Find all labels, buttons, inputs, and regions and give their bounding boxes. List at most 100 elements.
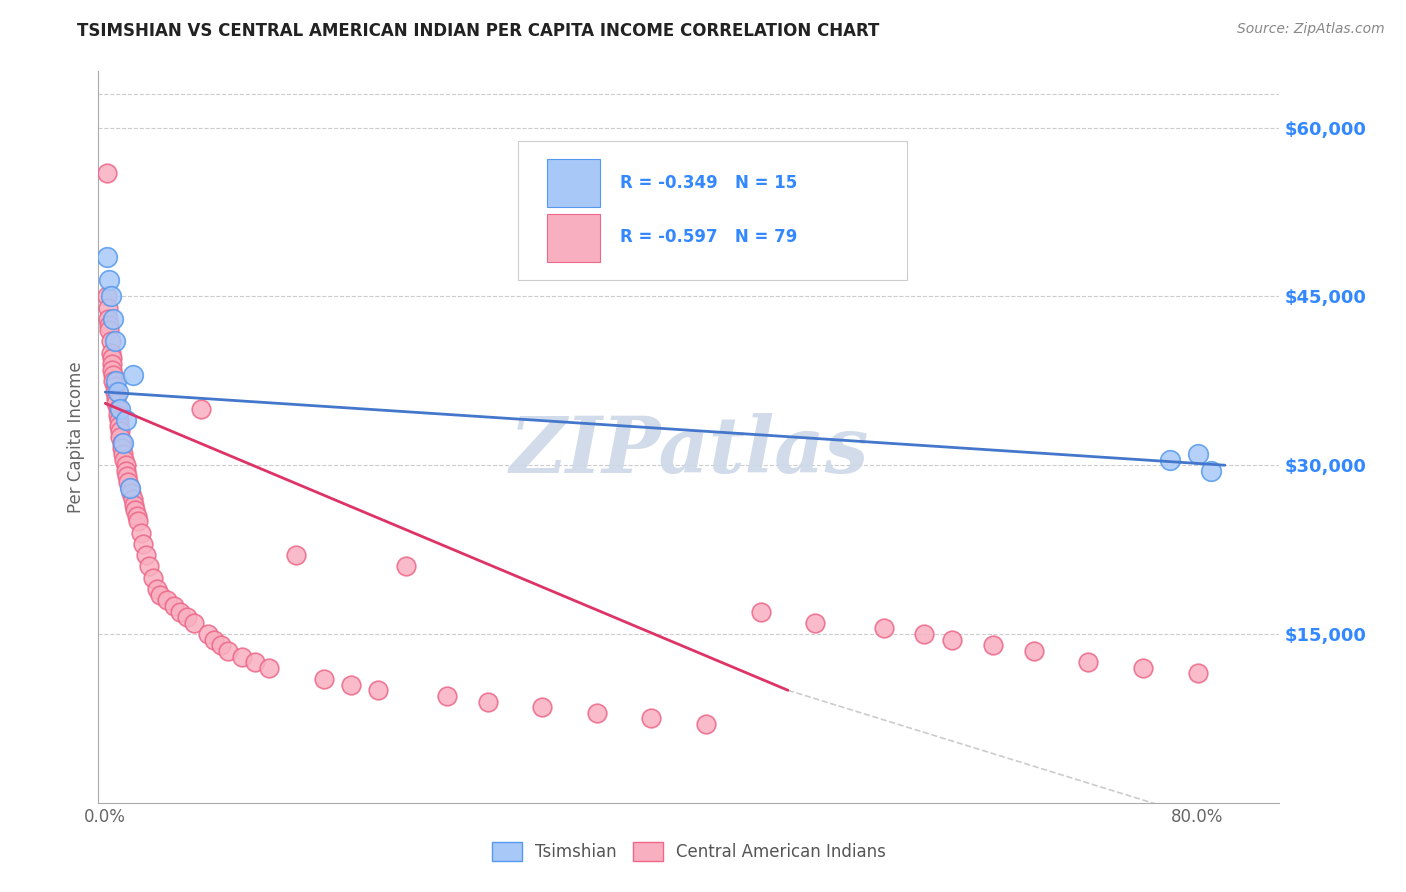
Point bbox=[105, 391, 128, 405]
Point bbox=[127, 515, 149, 529]
Point bbox=[190, 401, 212, 416]
Point bbox=[114, 464, 136, 478]
Point bbox=[129, 525, 152, 540]
Point bbox=[101, 351, 124, 366]
Point bbox=[111, 442, 134, 456]
Point bbox=[231, 649, 253, 664]
Point bbox=[104, 385, 127, 400]
Point bbox=[285, 548, 308, 562]
Point bbox=[245, 655, 267, 669]
Text: R = -0.349   N = 15: R = -0.349 N = 15 bbox=[620, 174, 797, 192]
Point bbox=[97, 301, 120, 315]
Point bbox=[110, 425, 132, 439]
Point bbox=[110, 430, 132, 444]
Point bbox=[112, 452, 135, 467]
Point bbox=[111, 435, 134, 450]
Text: Source: ZipAtlas.com: Source: ZipAtlas.com bbox=[1237, 22, 1385, 37]
Point bbox=[107, 385, 129, 400]
Point bbox=[104, 334, 127, 349]
FancyBboxPatch shape bbox=[547, 214, 600, 261]
Point bbox=[107, 408, 129, 422]
Point bbox=[142, 571, 165, 585]
Text: ZIPatlas: ZIPatlas bbox=[509, 414, 869, 490]
Point bbox=[105, 396, 128, 410]
Point bbox=[96, 250, 118, 264]
Point bbox=[96, 166, 118, 180]
Point bbox=[1132, 661, 1154, 675]
Point bbox=[111, 435, 134, 450]
Point bbox=[257, 661, 280, 675]
Point bbox=[120, 486, 142, 500]
Point bbox=[107, 401, 129, 416]
Point bbox=[98, 318, 121, 332]
Point bbox=[436, 689, 458, 703]
Point bbox=[100, 334, 122, 349]
Point bbox=[197, 627, 219, 641]
Point bbox=[149, 588, 172, 602]
Point bbox=[941, 632, 963, 647]
Point bbox=[640, 711, 662, 725]
Point bbox=[96, 289, 118, 303]
Point bbox=[1022, 644, 1045, 658]
Point bbox=[108, 418, 131, 433]
Point bbox=[695, 717, 717, 731]
Point bbox=[585, 706, 607, 720]
Point bbox=[103, 374, 125, 388]
Point bbox=[169, 605, 191, 619]
Point bbox=[872, 621, 894, 635]
Y-axis label: Per Capita Income: Per Capita Income bbox=[67, 361, 86, 513]
Point bbox=[100, 345, 122, 359]
Point bbox=[477, 694, 499, 708]
Point bbox=[183, 615, 205, 630]
Point bbox=[162, 599, 184, 613]
Point bbox=[98, 272, 121, 286]
Text: R = -0.597   N = 79: R = -0.597 N = 79 bbox=[620, 228, 797, 246]
Point bbox=[156, 593, 179, 607]
Point bbox=[101, 357, 124, 371]
Point bbox=[1159, 452, 1181, 467]
Text: TSIMSHIAN VS CENTRAL AMERICAN INDIAN PER CAPITA INCOME CORRELATION CHART: TSIMSHIAN VS CENTRAL AMERICAN INDIAN PER… bbox=[77, 22, 880, 40]
Point bbox=[981, 638, 1004, 652]
Point bbox=[132, 537, 155, 551]
Point bbox=[1187, 666, 1209, 681]
Point bbox=[804, 615, 827, 630]
Point bbox=[146, 582, 169, 596]
Point bbox=[103, 312, 125, 326]
Point bbox=[217, 644, 239, 658]
Point bbox=[914, 627, 936, 641]
Point bbox=[121, 368, 143, 383]
Point bbox=[124, 503, 146, 517]
Point bbox=[135, 548, 157, 562]
Point bbox=[100, 289, 122, 303]
Point bbox=[105, 374, 128, 388]
Point bbox=[97, 312, 120, 326]
Point bbox=[340, 678, 363, 692]
Point bbox=[118, 481, 141, 495]
Point bbox=[531, 700, 554, 714]
Point bbox=[108, 413, 131, 427]
Point bbox=[114, 413, 136, 427]
Point bbox=[176, 610, 198, 624]
FancyBboxPatch shape bbox=[517, 141, 907, 280]
Point bbox=[204, 632, 226, 647]
Point bbox=[118, 481, 141, 495]
Point bbox=[209, 638, 232, 652]
Point bbox=[1199, 464, 1222, 478]
Point bbox=[101, 362, 124, 376]
Point bbox=[1077, 655, 1099, 669]
Point bbox=[121, 491, 143, 506]
Point bbox=[367, 683, 389, 698]
Point bbox=[138, 559, 160, 574]
Point bbox=[749, 605, 772, 619]
Point bbox=[103, 368, 125, 383]
Point bbox=[110, 401, 132, 416]
Point bbox=[117, 475, 139, 489]
Point bbox=[1187, 447, 1209, 461]
Point bbox=[125, 508, 148, 523]
Point bbox=[122, 498, 145, 512]
FancyBboxPatch shape bbox=[547, 159, 600, 207]
Point bbox=[394, 559, 416, 574]
Point bbox=[114, 458, 136, 473]
Point bbox=[111, 447, 134, 461]
Legend: Tsimshian, Central American Indians: Tsimshian, Central American Indians bbox=[485, 835, 893, 868]
